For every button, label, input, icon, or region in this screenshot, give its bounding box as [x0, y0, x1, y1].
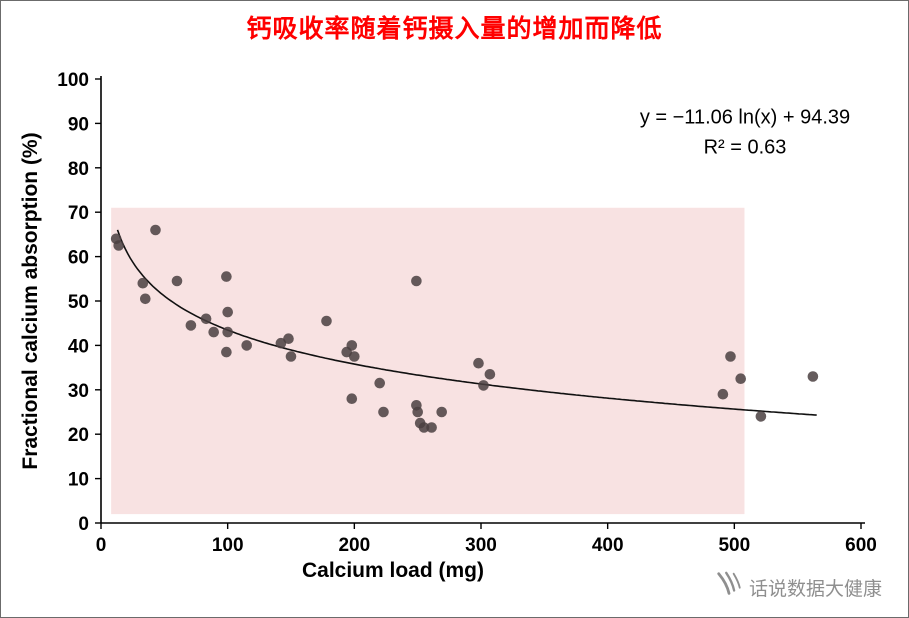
data-point	[426, 422, 437, 433]
shaded-region	[111, 207, 745, 515]
y-axis-title: Fractional calcium absorption (%)	[19, 132, 42, 470]
data-point	[412, 406, 424, 418]
y-tick-label: 90	[68, 114, 89, 135]
data-point	[411, 275, 422, 287]
x-tick-label: 600	[845, 535, 877, 556]
data-point	[378, 406, 389, 418]
data-point	[185, 320, 197, 331]
data-point	[221, 346, 232, 358]
data-point	[113, 240, 124, 251]
data-point	[717, 388, 729, 400]
y-tick-label: 60	[68, 248, 89, 269]
x-tick-label: 200	[338, 535, 370, 556]
data-point	[346, 340, 358, 351]
data-point	[346, 393, 358, 405]
x-tick-label: 300	[465, 535, 497, 556]
data-point	[150, 224, 161, 236]
claw-scratch-icon	[715, 571, 743, 603]
y-tick-label: 30	[68, 381, 89, 402]
data-point	[200, 313, 212, 325]
x-tick-label: 500	[718, 535, 750, 556]
data-point	[484, 369, 496, 380]
data-point	[374, 377, 386, 389]
r-squared-value: R² = 0.63	[703, 136, 787, 159]
trendline-curve	[116, 229, 817, 416]
data-point	[208, 326, 219, 338]
watermark: 话说数据大健康	[715, 571, 882, 603]
data-point	[473, 357, 484, 369]
data-point	[241, 340, 252, 351]
data-point	[221, 271, 232, 282]
data-point	[725, 351, 736, 362]
x-tick-label: 400	[592, 535, 624, 556]
y-tick-label: 70	[68, 203, 89, 224]
data-point	[349, 351, 360, 362]
data-point	[171, 275, 183, 287]
data-point	[285, 351, 297, 362]
data-point	[140, 293, 151, 305]
watermark-label: 话说数据大健康	[748, 578, 882, 600]
trendline-equation: y = −11.06 ln(x) + 94.39	[639, 106, 851, 129]
y-tick-label: 10	[68, 470, 89, 491]
data-point	[755, 411, 767, 422]
data-point	[478, 380, 489, 391]
y-tick-label: 40	[68, 336, 89, 357]
data-point	[418, 422, 430, 433]
y-tick-label: 0	[78, 514, 89, 535]
data-point	[137, 277, 149, 289]
data-point	[283, 333, 294, 345]
data-point	[222, 326, 233, 338]
data-point	[321, 315, 332, 327]
data-point	[436, 406, 448, 418]
x-tick-label: 100	[212, 535, 244, 556]
y-tick-label: 20	[68, 425, 89, 446]
y-tick-label: 100	[57, 70, 89, 91]
x-tick-label: 0	[96, 535, 107, 556]
x-axis-title: Calcium load (mg)	[301, 559, 485, 582]
data-point	[222, 306, 233, 318]
data-point	[807, 371, 819, 382]
data-point	[735, 373, 746, 385]
chart-title: 钙吸收率随着钙摄入量的增加而降低	[246, 15, 663, 43]
y-tick-label: 50	[68, 292, 89, 313]
y-tick-label: 80	[68, 159, 89, 180]
